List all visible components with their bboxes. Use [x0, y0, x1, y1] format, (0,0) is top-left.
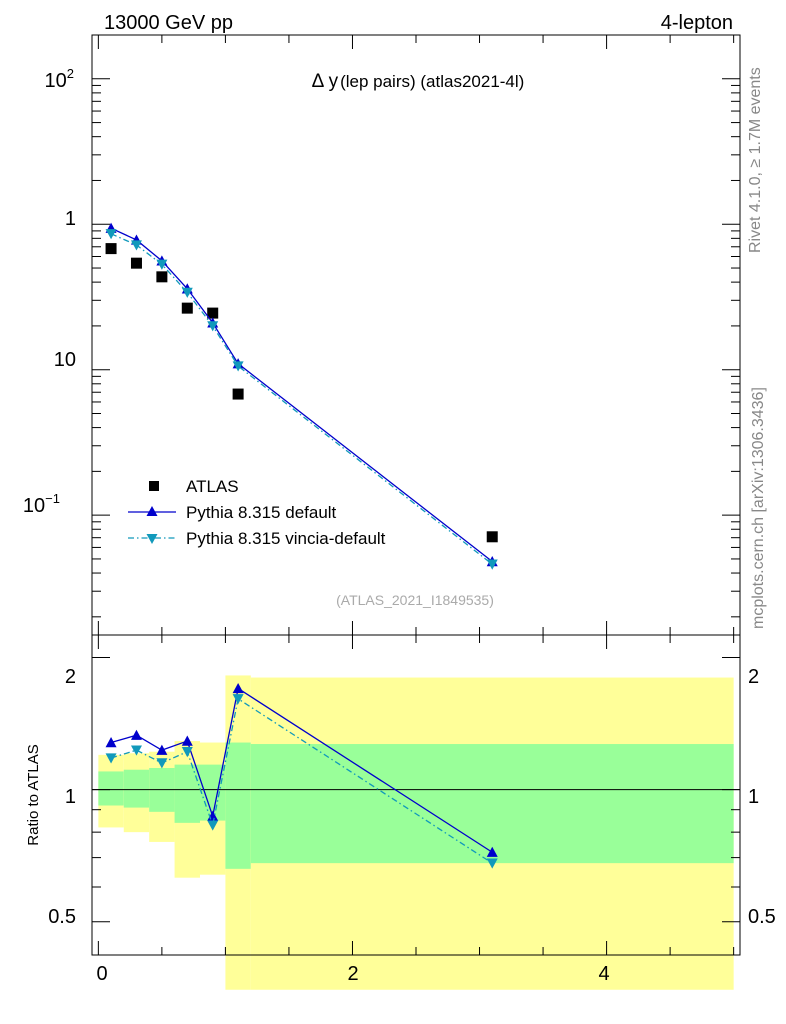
ratio-band-inner-6 — [250, 744, 734, 864]
ratio-point-vincia-6 — [486, 858, 498, 869]
x-tick-label-0: 0 — [96, 963, 107, 985]
ratio-point-default-5 — [232, 682, 244, 694]
legend: ATLAS Pythia 8.315 default Pythia 8.315 … — [128, 477, 386, 548]
ratio-y-tick-label-0p5-right: 0.5 — [748, 906, 776, 928]
x-tick-label-2: 2 — [347, 963, 358, 985]
header-left-label: 13000 GeV pp — [104, 12, 233, 34]
ratio-point-vincia-4 — [207, 820, 219, 831]
ratio-point-default-0 — [105, 737, 117, 748]
legend-marker-vincia — [146, 534, 158, 544]
analysis-watermark: (ATLAS_2021_I1849535) — [336, 592, 494, 608]
ratio-band-layer — [98, 675, 734, 990]
legend-label-vincia: Pythia 8.315 vincia-default — [186, 529, 386, 548]
main-axis-ticks — [92, 34, 740, 635]
ratio-band-inner-1 — [123, 769, 150, 808]
header-right-label: 4-lepton — [661, 12, 733, 34]
y-tick-label-0p1: 10−1 — [23, 491, 60, 517]
series-point-vincia-4 — [207, 321, 219, 332]
ratio-y-tick-label-1-right: 1 — [748, 786, 759, 808]
series-point-vincia-0 — [105, 229, 117, 240]
ratio-y-tick-label-2-right: 2 — [748, 666, 759, 688]
ratio-point-vincia-0 — [105, 753, 117, 764]
x-tick-label-4: 4 — [598, 963, 609, 985]
series-point-vincia-2 — [156, 259, 168, 270]
main-series-layer — [105, 222, 498, 570]
y-tick-label-100: 102 — [45, 66, 74, 92]
ratio-band-inner-0 — [98, 771, 124, 806]
legend-marker-default — [146, 506, 158, 516]
ratio-point-default-1 — [130, 729, 142, 740]
main-plot-title: Δ y (lep pairs) (atlas2021-4l) — [312, 71, 525, 92]
y-tick-label-1: 10 — [54, 349, 76, 371]
ratio-point-default-2 — [156, 744, 168, 755]
ratio-y-tick-labels: 2 1 0.5 2 1 0.5 — [48, 666, 776, 928]
data-point-atlas-4 — [207, 307, 219, 319]
series-point-vincia-1 — [130, 240, 142, 251]
title-rest-part: (lep pairs) (atlas2021-4l) — [340, 72, 524, 91]
mcplots-url-label: mcplots.cern.ch [arXiv:1306.3436] — [750, 387, 767, 629]
data-point-atlas-0 — [105, 243, 117, 255]
data-point-atlas-6 — [486, 531, 498, 543]
data-point-atlas-3 — [181, 302, 193, 314]
ratio-y-axis-label: Ratio to ATLAS — [25, 744, 42, 845]
rivet-version-label: Rivet 4.1.0, ≥ 1.7M events — [747, 67, 764, 253]
legend-label-atlas: ATLAS — [186, 477, 239, 496]
legend-label-default: Pythia 8.315 default — [186, 503, 337, 522]
ratio-series-layer — [105, 682, 498, 869]
ratio-axis-ticks — [92, 635, 740, 955]
ratio-point-default-6 — [486, 846, 498, 857]
data-point-atlas-2 — [156, 271, 168, 283]
ratio-point-default-3 — [181, 735, 193, 746]
series-point-vincia-3 — [181, 287, 193, 298]
title-delta-part: Δ y — [312, 71, 339, 92]
series-point-vincia-5 — [232, 361, 244, 372]
legend-marker-atlas — [149, 481, 159, 491]
main-y-tick-labels: 102 1 10 10−1 — [23, 66, 76, 517]
ratio-y-tick-label-0p5: 0.5 — [48, 906, 76, 928]
ratio-x-tick-labels: 0 2 4 — [96, 963, 609, 985]
ratio-point-vincia-2 — [156, 758, 168, 769]
ratio-band-inner-3 — [174, 764, 200, 823]
ratio-point-vincia-5 — [232, 694, 244, 705]
y-tick-label-10: 1 — [65, 208, 76, 230]
ratio-y-tick-label-2: 2 — [65, 666, 76, 688]
ratio-point-vincia-1 — [130, 745, 142, 756]
data-point-atlas-5 — [232, 388, 244, 400]
ratio-point-vincia-3 — [181, 747, 193, 758]
ratio-y-tick-label-1: 1 — [65, 786, 76, 808]
ratio-band-inner-5 — [225, 742, 251, 869]
series-point-vincia-6 — [486, 559, 498, 570]
data-point-atlas-1 — [130, 257, 142, 269]
